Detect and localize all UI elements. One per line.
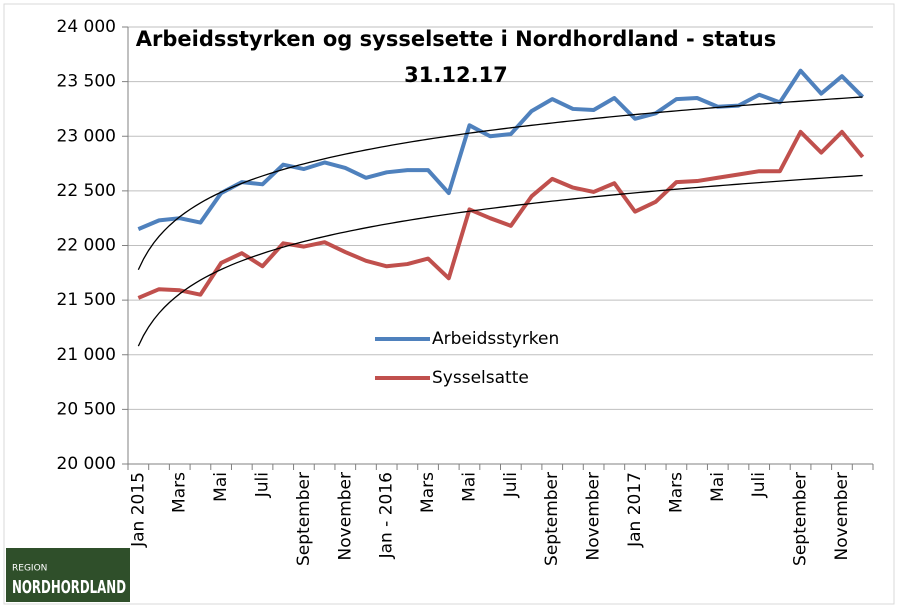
x-tick-label: Mai (211, 472, 231, 502)
x-tick-label: Jan 2017 (625, 472, 645, 548)
y-tick-label: 21 500 (57, 290, 116, 310)
x-tick-label: Mars (418, 472, 438, 513)
y-tick-label: 21 000 (57, 345, 116, 365)
logo: REGION NORDHORDLAND (6, 548, 130, 602)
x-tick-label: Mai (708, 472, 728, 502)
x-tick-label: Juli (253, 472, 273, 498)
x-tick-label: November (832, 472, 852, 560)
legend-label: Sysselsatte (432, 368, 529, 388)
logo-name: NORDHORDLAND (12, 577, 126, 598)
x-tick-label: Juli (749, 472, 769, 498)
logo-background (6, 548, 130, 602)
x-tick-label: September (542, 472, 562, 566)
x-tick-label: Jan 2015 (128, 472, 148, 548)
x-tick-label: Juli (501, 472, 521, 498)
chart-title: Arbeidsstyrken og sysselsette i Nordhord… (136, 27, 776, 51)
y-tick-label: 24 000 (57, 17, 116, 37)
series-line (137, 68, 865, 231)
y-tick-label: 20 000 (57, 454, 116, 474)
y-tick-label: 23 000 (57, 126, 116, 146)
series-line (137, 129, 865, 300)
x-tick-label: November (584, 472, 604, 560)
x-tick-label: November (335, 472, 355, 560)
y-tick-label: 23 500 (57, 72, 116, 92)
y-tick-label: 22 000 (57, 236, 116, 256)
trendline (137, 174, 863, 347)
logo-region: REGION (12, 564, 47, 574)
y-tick-label: 22 500 (57, 181, 116, 201)
x-tick-label: Mars (170, 472, 190, 513)
y-tick-label: 20 500 (57, 399, 116, 419)
x-tick-label: Mai (459, 472, 479, 502)
legend-label: Arbeidsstyrken (432, 329, 559, 349)
x-tick-label: Jan - 2016 (377, 472, 397, 559)
x-tick-label: Mars (666, 472, 686, 513)
chart-title: 31.12.17 (404, 63, 508, 87)
x-tick-label: September (791, 472, 811, 566)
trendline (137, 96, 863, 271)
x-tick-label: September (294, 472, 314, 566)
